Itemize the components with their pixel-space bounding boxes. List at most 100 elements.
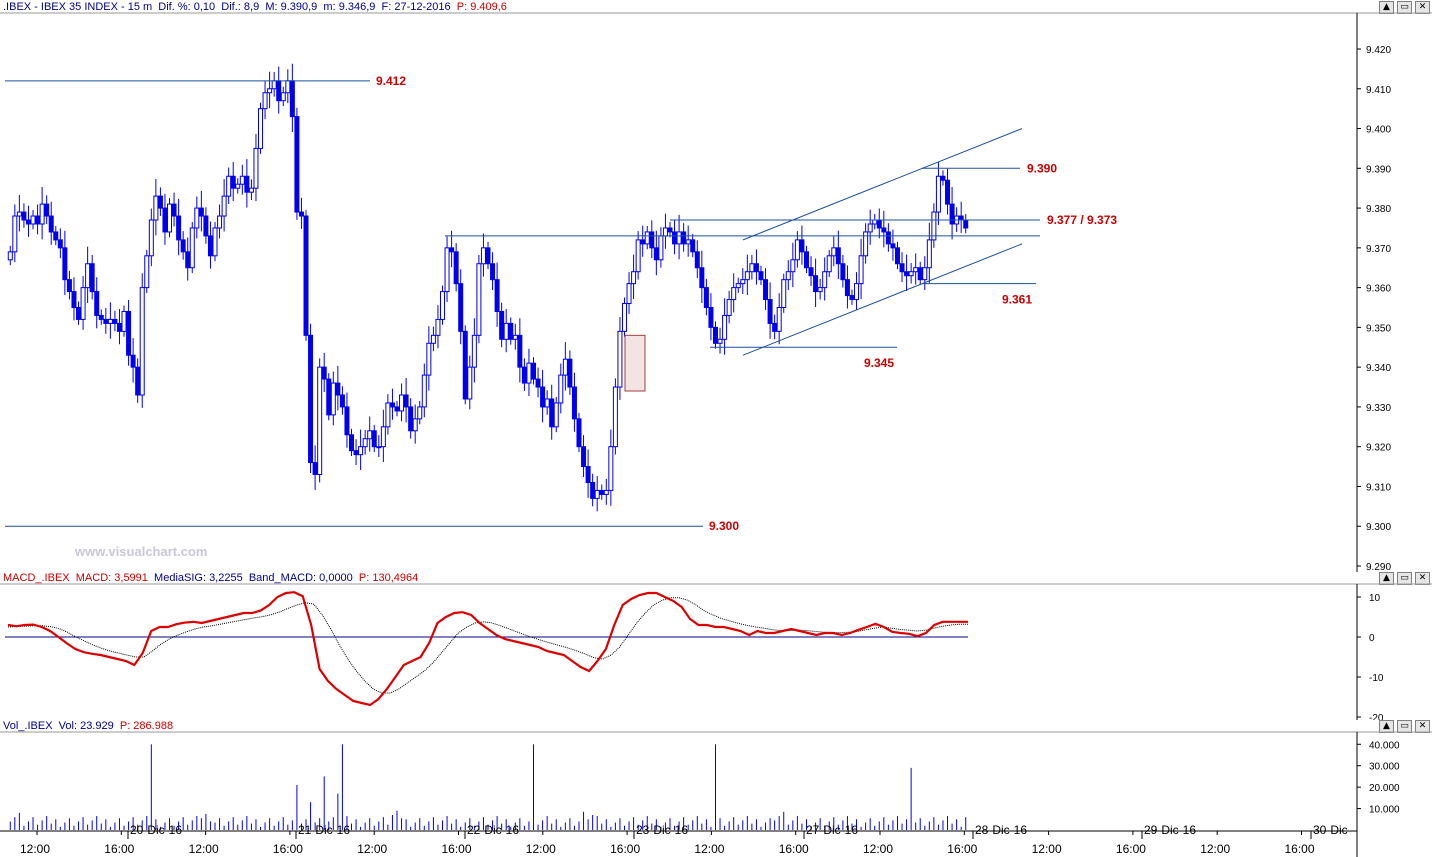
time-label: 12:00 [1032,842,1062,856]
candle-body [435,318,441,336]
candle-body [835,247,841,265]
candle-body [349,434,355,452]
p-label: P: 9.409,6 [456,1,507,13]
candle-body [494,279,500,312]
candle-body [922,267,928,281]
candle-body [385,402,391,428]
candle-body [326,378,332,416]
candle-body [540,386,546,408]
candle-body [926,239,932,269]
time-label: 12:00 [357,842,387,856]
time-label: 12:00 [694,842,724,856]
candle-body [949,203,955,225]
level-label: 9.361 [1002,293,1032,307]
time-label: 16:00 [779,842,809,856]
candle-body [653,247,659,261]
candle-body [7,251,13,261]
candle-body [71,291,77,309]
candle-body [485,247,491,265]
level-label: 9.300 [709,519,739,533]
candle-body [767,299,773,324]
candle-body [80,287,86,320]
candle-body [412,418,418,432]
y-tick-label: 9.290 [1366,562,1391,572]
candle-body [681,231,687,245]
candle-body [480,247,486,265]
candle-body [703,287,709,309]
candle-body [321,366,327,380]
candle-body [62,247,68,281]
macd-pane[interactable]: MACD_.IBEX MACD: 3,5991 MediaSIG: 3,2255… [0,572,1432,720]
macd-window-buttons: ▲ ▭ ✕ [1379,572,1430,585]
candle-body [44,203,50,217]
candle-body [430,334,436,344]
y-tick-label: 10 [1369,593,1381,604]
candle-body [558,374,564,404]
candle-body [258,108,264,149]
volume-pane[interactable]: Vol_.IBEX Vol: 23.929 P: 286.988 ▲ ▭ ✕ 4… [0,720,1432,857]
time-label: 16:00 [947,842,977,856]
candle-body [867,223,873,233]
candle-body [408,406,414,432]
candle-body [881,227,887,233]
candle-body [362,438,368,448]
min-label: m: 9.346,9 [323,1,376,13]
time-label: 16:00 [610,842,640,856]
y-tick-label: 40.000 [1369,740,1400,751]
candle-body [239,175,245,185]
macd-line [7,591,968,707]
candle-body [649,231,655,249]
max-label: M: 9.390,9 [265,1,318,13]
maximize-icon[interactable]: ▲ [1379,1,1394,14]
candle-body [530,362,536,380]
candle-body [112,318,118,324]
candle-body [490,263,496,281]
candle-body [144,255,150,289]
candle-body [312,462,318,476]
y-tick-label: 9.340 [1366,363,1391,374]
candle-body [380,426,386,448]
candle-body [635,239,641,273]
candle-body [553,402,559,428]
candle-body [130,354,136,368]
candle-body [599,489,605,495]
candle-body [517,334,523,368]
candle-body [576,418,582,448]
candle-body [863,231,869,257]
y-tick-label: 9.380 [1366,204,1391,215]
candle-body [685,239,691,245]
candle-body [189,227,195,269]
candle-body [562,358,568,376]
candle-body [276,80,282,102]
date-label: 28-Dic-16 [975,823,1027,837]
dif-pct-label: Dif. %: 0,10 [158,1,216,13]
candle-body [676,231,682,245]
y-tick-label: 9.360 [1366,284,1391,295]
price-pane[interactable]: .IBEX - IBEX 35 INDEX - 15 m Dif. %: 0,1… [0,0,1432,572]
date-label: 27-Dic-16 [806,823,858,837]
candle-body [740,279,746,285]
candle-body [298,211,304,217]
candle-body [631,271,637,285]
candle-body [244,175,250,193]
y-tick-label: 20.000 [1369,783,1400,794]
candle-body [103,318,109,324]
candle-body [712,326,718,344]
y-tick-label: -10 [1369,673,1384,684]
candle-body [758,271,764,281]
candle-body [503,322,509,340]
candle-body [594,489,600,499]
candle-body [908,271,914,277]
candle-body [85,263,91,289]
candle-body [890,243,896,249]
candle-body [772,322,778,332]
candle-body [421,374,427,408]
candle-body [844,279,850,297]
date-label: 22-Dic-16 [467,823,519,837]
macd-chart[interactable]: 10 0 -10 -20 [0,572,1432,720]
volume-chart[interactable]: 40.000 30.000 20.000 10.000 20-Dic-16 21-Dic-… [0,720,1432,857]
price-chart[interactable]: 9.420 9.410 9.400 9.390 9.380 9.370 9.360 9.350… [0,0,1432,572]
candle-body [317,366,323,476]
close-icon[interactable]: ✕ [1415,1,1430,14]
candle-body [658,235,664,261]
